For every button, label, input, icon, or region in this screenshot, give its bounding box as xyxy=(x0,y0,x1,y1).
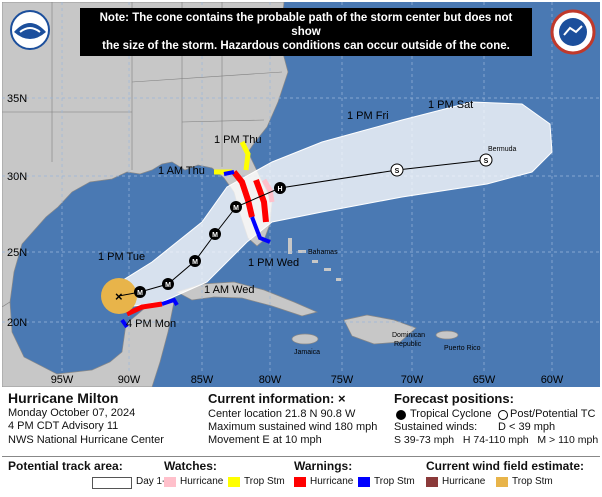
jamaica-land xyxy=(291,333,319,345)
advisory-number: 4 PM CDT Advisory 11 xyxy=(8,420,119,432)
forecast-points: M M M M M H S S xyxy=(134,153,493,298)
post-tc-symbol xyxy=(498,410,508,420)
storm-warning-label: Trop Stm xyxy=(374,476,415,487)
current-info-title: Current information: × xyxy=(208,391,346,406)
longitude-labels: 95W 90W 85W 80W 75W 70W 65W 60W xyxy=(51,374,564,386)
issuing-center: NWS National Hurricane Center xyxy=(8,434,164,446)
tropical-cyclone-symbol xyxy=(396,410,406,420)
svg-text:S: S xyxy=(484,158,489,165)
svg-text:1 PM Sat: 1 PM Sat xyxy=(428,99,473,111)
hurricane-watch-label: Hurricane xyxy=(180,476,224,487)
svg-text:M: M xyxy=(192,259,198,266)
svg-text:95W: 95W xyxy=(51,374,74,386)
hurricane-warning-label: Hurricane xyxy=(310,476,354,487)
nws-logo xyxy=(550,9,596,55)
tropical-storm-warning-yucatan xyxy=(120,297,179,329)
cuba-land xyxy=(176,281,319,317)
forecast-map: × M M M M M H S S 1 PM Sat 1 PM Fri 1 PM… xyxy=(2,2,600,387)
svg-text:70W: 70W xyxy=(401,374,424,386)
day-1-5-label: Day 1-5 xyxy=(136,476,172,487)
post-tc-label: Post/Potential TC xyxy=(510,408,596,420)
forecast-positions-title: Forecast positions: xyxy=(394,391,514,406)
svg-text:20N: 20N xyxy=(7,317,27,329)
svg-text:Jamaica: Jamaica xyxy=(294,349,320,356)
svg-text:85W: 85W xyxy=(191,374,214,386)
svg-text:Dominican: Dominican xyxy=(392,332,425,339)
svg-text:Puerto Rico: Puerto Rico xyxy=(444,345,481,352)
noaa-logo xyxy=(10,10,50,50)
hurricane-warning-yucatan xyxy=(125,301,163,317)
latitude-labels: 35N 30N 25N 20N xyxy=(7,93,27,329)
wind-field-title: Current wind field estimate: xyxy=(426,459,585,473)
svg-text:H: H xyxy=(277,186,282,193)
storm-name: Hurricane Milton xyxy=(8,390,119,406)
svg-text:M: M xyxy=(137,290,143,297)
us-land xyxy=(2,2,289,308)
forecast-labels: 1 PM Sat 1 PM Fri 1 PM Thu 1 AM Thu 1 PM… xyxy=(98,99,473,330)
svg-text:Bermuda: Bermuda xyxy=(488,146,517,153)
svg-text:Bahamas: Bahamas xyxy=(308,249,338,256)
svg-text:90W: 90W xyxy=(118,374,141,386)
max-wind: Maximum sustained wind 180 mph xyxy=(208,421,378,433)
note-line-1: Note: The cone contains the probable pat… xyxy=(99,12,513,38)
hurricane-wind-swatch xyxy=(426,477,438,487)
hurricane-wind-label: Hurricane xyxy=(442,476,486,487)
svg-text:35N: 35N xyxy=(7,93,27,105)
hurricane-warning-florida xyxy=(231,170,269,223)
cone-disclaimer-note: Note: The cone contains the probable pat… xyxy=(80,8,532,56)
storm-wind-label: Trop Stm xyxy=(512,476,553,487)
svg-text:25N: 25N xyxy=(7,247,27,259)
svg-text:1 PM Thu: 1 PM Thu xyxy=(214,134,262,146)
svg-text:1 AM Thu: 1 AM Thu xyxy=(158,165,205,177)
hurricane-warning-swatch xyxy=(294,477,306,487)
movement: Movement E at 10 mph xyxy=(208,434,322,446)
svg-text:Republic: Republic xyxy=(394,341,422,348)
svg-text:60W: 60W xyxy=(541,374,564,386)
svg-text:30N: 30N xyxy=(7,171,27,183)
storm-wind-swatch xyxy=(496,477,508,487)
svg-text:1 PM Wed: 1 PM Wed xyxy=(248,257,299,269)
tropical-cyclone-label: Tropical Cyclone xyxy=(410,408,492,420)
svg-text:1 PM Tue: 1 PM Tue xyxy=(98,251,145,263)
bahamas-islands xyxy=(288,238,341,281)
svg-text:M: M xyxy=(165,282,171,289)
sustained-winds-label: Sustained winds: xyxy=(394,421,478,433)
sustained-categories: S 39-73 mph H 74-110 mph M > 110 mph xyxy=(394,434,599,446)
storm-warning-swatch xyxy=(358,477,370,487)
advisory-date: Monday October 07, 2024 xyxy=(8,407,136,419)
warnings-title: Warnings: xyxy=(294,459,353,473)
puerto-rico-land xyxy=(435,330,459,340)
svg-text:1 PM Fri: 1 PM Fri xyxy=(347,110,389,122)
legend-panel: Potential track area: Day 1-5 Watches: H… xyxy=(2,456,600,496)
storm-watch-swatch xyxy=(228,477,240,487)
hurricane-watch-florida xyxy=(261,178,275,203)
svg-text:4 PM Mon: 4 PM Mon xyxy=(126,318,176,330)
svg-text:M: M xyxy=(233,205,239,212)
note-line-2: the size of the storm. Hazardous conditi… xyxy=(102,40,510,52)
info-panel: Hurricane Milton Monday October 07, 2024… xyxy=(2,388,600,456)
track-area-title: Potential track area: xyxy=(8,459,123,473)
current-position-marker: × xyxy=(115,289,123,304)
storm-watch-label: Trop Stm xyxy=(244,476,285,487)
mexico-land xyxy=(2,301,175,387)
day-1-5-swatch xyxy=(92,477,132,489)
svg-text:75W: 75W xyxy=(331,374,354,386)
sustained-d: D < 39 mph xyxy=(498,421,556,433)
hurricane-watch-swatch xyxy=(164,477,176,487)
svg-text:S: S xyxy=(395,168,400,175)
svg-text:M: M xyxy=(212,232,218,239)
tropical-storm-warning-florida xyxy=(223,170,271,244)
place-labels: Bermuda Bahamas Dominican Republic Puert… xyxy=(294,146,517,356)
svg-text:80W: 80W xyxy=(259,374,282,386)
svg-text:1 AM Wed: 1 AM Wed xyxy=(204,284,255,296)
svg-text:65W: 65W xyxy=(473,374,496,386)
watches-title: Watches: xyxy=(164,459,217,473)
center-location: Center location 21.8 N 90.8 W xyxy=(208,408,356,420)
